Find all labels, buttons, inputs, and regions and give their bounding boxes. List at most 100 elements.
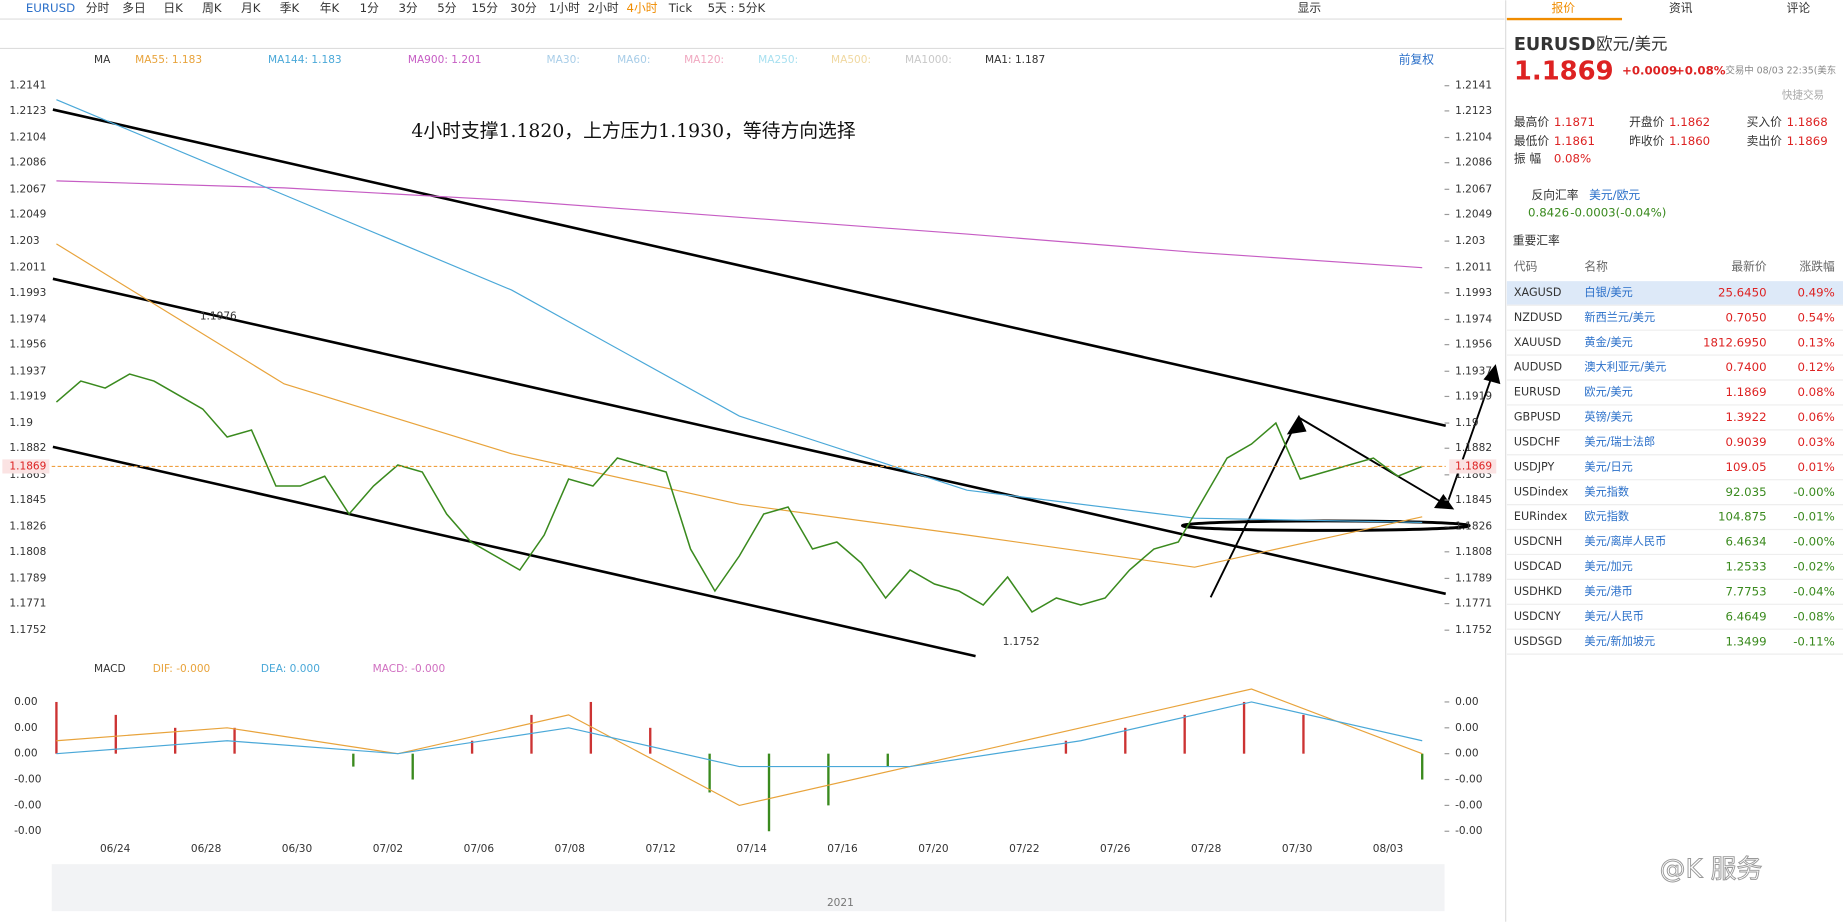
table-cell[interactable]: XAUUSD [1514, 336, 1561, 349]
row-selected [1506, 281, 1843, 305]
panel-status: 交易中 08/03 22:35(美东 [1725, 64, 1836, 76]
navigator[interactable] [51, 864, 1445, 912]
table-cell[interactable]: USDSGD [1514, 635, 1562, 648]
period-tab[interactable]: 5分 [437, 1, 456, 15]
period-tab[interactable]: 4小时 [626, 1, 657, 15]
panel-tab[interactable]: 报价 [1552, 1, 1576, 15]
table-cell[interactable]: EURindex [1514, 510, 1568, 523]
y-tick-label: 0.00 [14, 722, 38, 734]
stat-label: 开盘价 [1629, 115, 1665, 129]
table-cell: -0.11% [1793, 634, 1835, 648]
table-cell[interactable]: AUDUSD [1514, 361, 1562, 374]
period-tab[interactable]: 分时 [86, 1, 110, 15]
y-tick-label: 1.19 [1455, 417, 1479, 429]
table-cell[interactable]: EURUSD [1514, 386, 1561, 399]
period-tab[interactable]: 季K [280, 1, 300, 15]
table-cell[interactable]: USDHKD [1514, 585, 1562, 598]
stat-value: 0.08% [1554, 151, 1591, 165]
current-price: 1.1869 [1455, 460, 1492, 472]
table-cell: -0.04% [1793, 584, 1835, 598]
x-tick-label: 07/02 [373, 843, 403, 855]
display-menu[interactable]: 显示 [1298, 1, 1322, 15]
table-cell: -0.00% [1793, 485, 1835, 499]
period-tab[interactable]: 1小时 [549, 1, 580, 15]
period-tab[interactable]: 周K [202, 1, 222, 15]
y-tick-label: 1.19 [9, 417, 33, 429]
reverse-label: 反向汇率 [1532, 188, 1579, 202]
table-cell: 1.2533 [1725, 560, 1766, 574]
y-tick-label: -0.00 [14, 799, 42, 811]
table-cell: 7.7753 [1725, 584, 1766, 598]
y-tick-label: 0.00 [14, 748, 38, 760]
table-cell[interactable]: USDindex [1514, 485, 1569, 498]
y-tick-label: 1.2104 [9, 132, 46, 144]
adjust[interactable]: 前复权 [1399, 53, 1435, 67]
period-tab[interactable]: 2小时 [588, 1, 619, 15]
panel-tab[interactable]: 评论 [1787, 1, 1811, 15]
y-tick-label: 1.1882 [9, 442, 46, 454]
x-tick-label: 06/30 [282, 843, 313, 855]
quick-trade[interactable]: 快捷交易 [1782, 88, 1824, 101]
ma-label: MA60: [617, 54, 650, 66]
period-tab[interactable]: Tick [668, 1, 693, 15]
ma-indicator[interactable]: MA [94, 54, 111, 66]
y-tick-label: 1.1826 [9, 521, 46, 533]
panel-change: +0.0009 [1622, 63, 1677, 77]
y-tick-label: 1.1826 [1455, 521, 1492, 533]
y-tick-label: 0.00 [14, 696, 38, 708]
symbol[interactable]: EURUSD [26, 1, 75, 15]
x-tick-label: 07/20 [918, 843, 949, 855]
table-cell[interactable]: USDJPY [1514, 460, 1555, 473]
table-cell: 美元/日元 [1584, 460, 1632, 473]
x-tick-label: 07/12 [645, 843, 675, 855]
period-tab[interactable]: 日K [163, 1, 183, 15]
stat-label: 昨收价 [1629, 134, 1665, 148]
y-tick-label: 1.1845 [1455, 494, 1492, 506]
period-tab[interactable]: 年K [320, 1, 340, 15]
y-tick-label: 1.2104 [1455, 132, 1492, 144]
panel-tab[interactable]: 资讯 [1669, 1, 1693, 15]
ma-label: MA1: 1.187 [985, 54, 1045, 66]
y-tick-label: 1.2011 [1455, 262, 1492, 274]
y-tick-label: 1.1808 [1455, 546, 1492, 558]
period-tab[interactable]: 3分 [398, 1, 417, 15]
table-cell[interactable]: USDCNY [1514, 610, 1561, 623]
x-tick-label: 07/14 [736, 843, 767, 855]
table-cell[interactable]: XAGUSD [1514, 286, 1562, 299]
y-tick-label: 1.1937 [9, 365, 46, 377]
period-tab[interactable]: 1分 [360, 1, 379, 15]
table-cell[interactable]: NZDUSD [1514, 311, 1562, 324]
table-cell: 0.03% [1797, 435, 1834, 449]
table-cell[interactable]: USDCAD [1514, 560, 1562, 573]
period-tab[interactable]: 30分 [510, 1, 537, 15]
table-cell[interactable]: USDCNH [1514, 535, 1562, 548]
period-tab[interactable]: 5天 : 5分K [708, 1, 766, 15]
table-cell: 美元/加元 [1584, 560, 1632, 573]
table-cell: 109.05 [1725, 460, 1766, 474]
table-cell: 美元/离岸人民币 [1584, 534, 1666, 548]
y-tick-label: -0.00 [14, 774, 42, 786]
y-tick-label: 1.1771 [9, 598, 46, 610]
table-header: 名称 [1584, 260, 1608, 274]
stat-value: 1.1860 [1669, 134, 1710, 148]
table-cell[interactable]: GBPUSD [1514, 411, 1561, 424]
current-price-box [2, 459, 50, 474]
reverse-pair: 美元/欧元 [1589, 188, 1640, 202]
section-title: 重要汇率 [1513, 234, 1560, 248]
ma-label: MA55: 1.183 [135, 54, 202, 66]
stat-label: 最低价 [1514, 134, 1550, 148]
y-tick-label: 1.1956 [1455, 339, 1492, 351]
table-header: 最新价 [1731, 260, 1767, 274]
table-cell[interactable]: USDCHF [1514, 435, 1560, 448]
table-cell: 美元/人民币 [1584, 610, 1644, 623]
table-cell: 1.3499 [1725, 634, 1766, 648]
period-tab[interactable]: 15分 [471, 1, 498, 15]
period-tab[interactable]: 月K [241, 1, 261, 15]
y-tick-label: 1.1974 [1455, 313, 1492, 325]
ma-line [56, 180, 1423, 269]
period-tab[interactable]: 多日 [122, 1, 146, 15]
stat-value: 1.1869 [1787, 134, 1828, 148]
x-tick-label: 06/28 [191, 843, 221, 855]
macd-indicator[interactable]: MACD [94, 663, 126, 675]
low-label: 1.1752 [1003, 636, 1040, 648]
